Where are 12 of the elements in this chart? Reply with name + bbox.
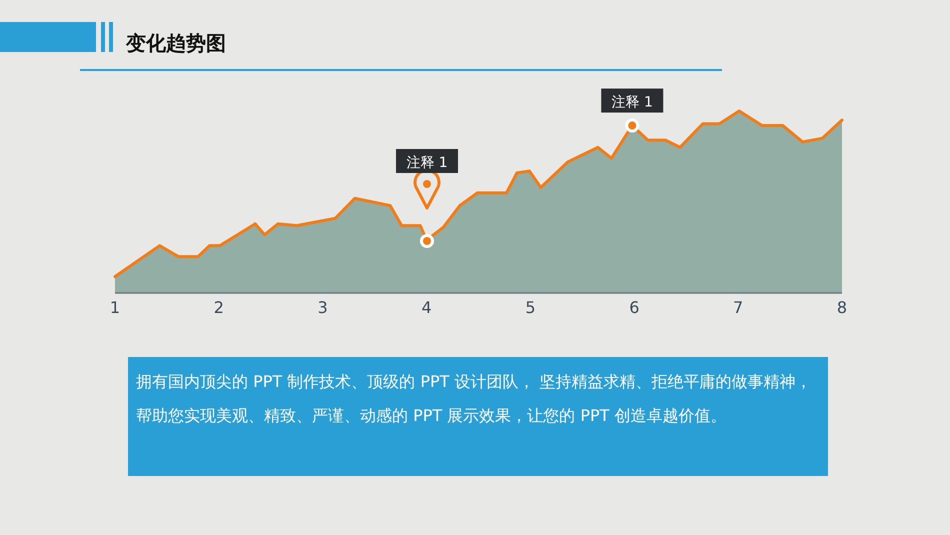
x-tick-label: 7 — [733, 298, 744, 317]
annotation: 注释 1 — [612, 94, 653, 111]
x-tick-label: 3 — [318, 298, 328, 317]
x-tick-label: 5 — [525, 298, 536, 317]
x-tick-label: 6 — [629, 298, 640, 317]
text: 拥有国内顶尖的 PPT 制作技术、顶级的 PPT 设计团队， 坚持精益求精、拒绝平庸的做事精神，帮助您实现美观、精致、严谨、动感的 PPT 展示效果，让您的 PPT 创造卓越价值。 — [136, 371, 813, 427]
annotation: 注释 1 — [406, 155, 448, 171]
x-tick-label: 1 — [110, 298, 120, 317]
x-tick-label: 8 — [836, 298, 848, 317]
x-tick-label: 2 — [214, 298, 224, 317]
x-tick-label: 4 — [421, 298, 432, 317]
chart-title: 变化趋势图 — [125, 31, 226, 55]
